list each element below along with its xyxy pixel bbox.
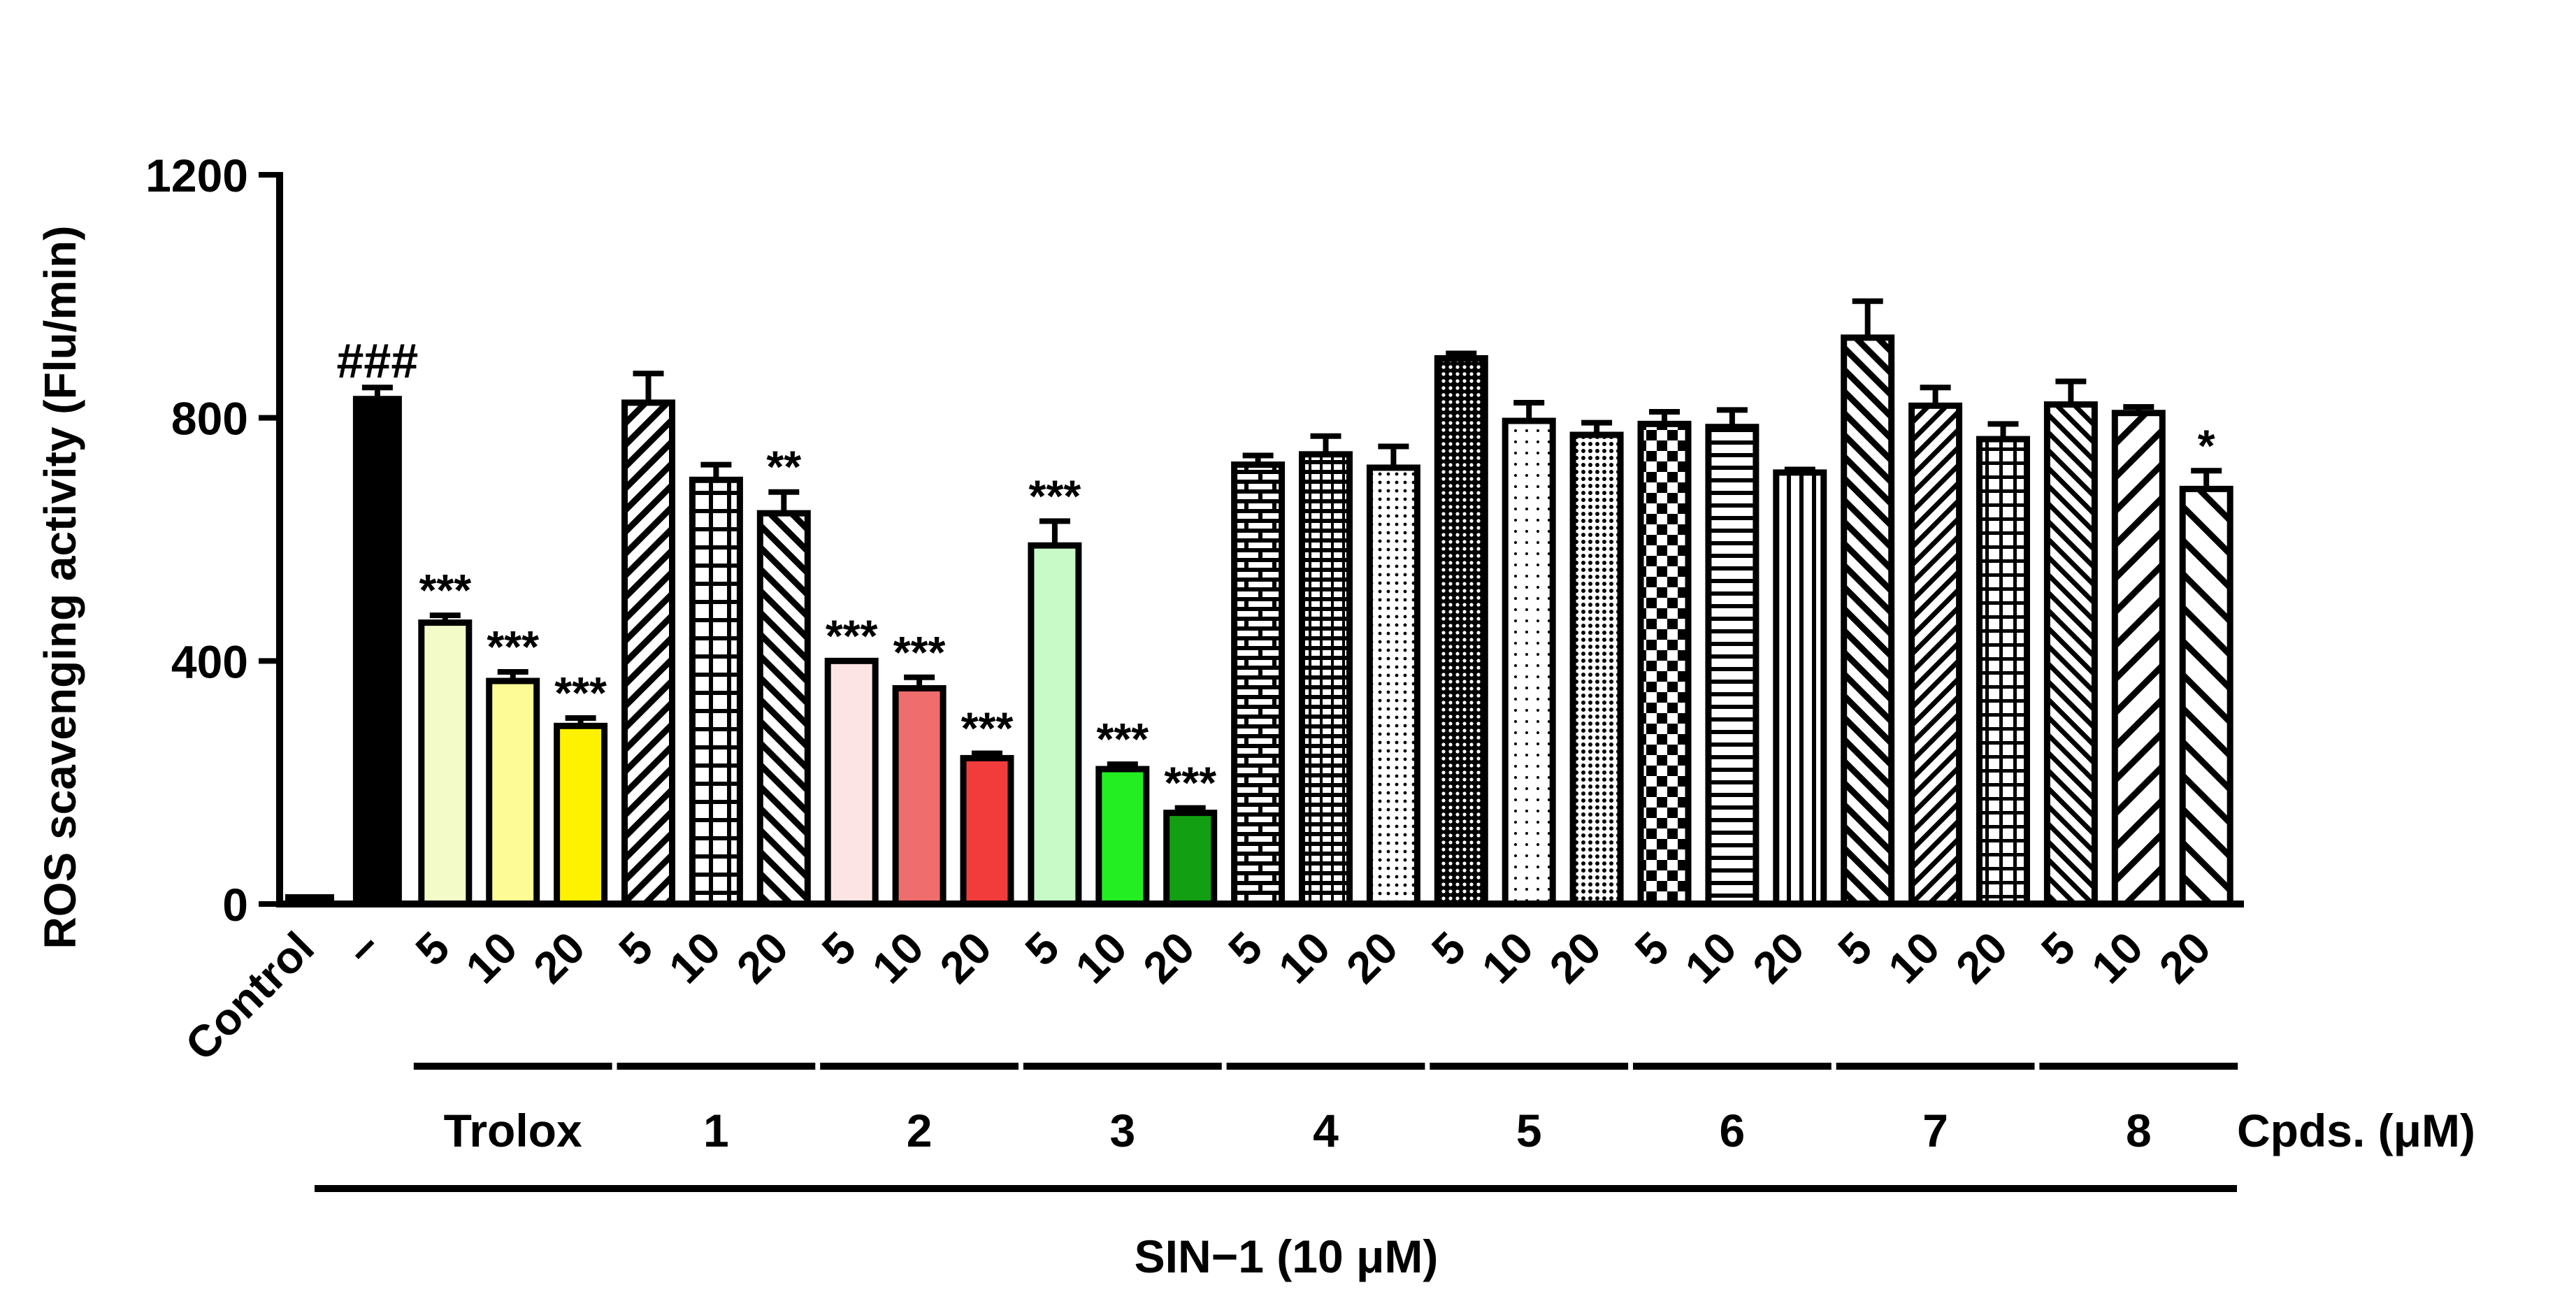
x-tick-label: 5 xyxy=(609,922,662,975)
x-tick-label: Control xyxy=(175,922,324,1070)
significance-label: *** xyxy=(893,627,946,677)
bar xyxy=(2043,401,2098,907)
x-tick-label: 5 xyxy=(1625,922,1678,975)
x-tick-label: 20 xyxy=(1743,922,1813,993)
significance-label: *** xyxy=(1164,758,1216,808)
bar xyxy=(1231,461,1286,907)
group-label: 1 xyxy=(703,1105,729,1156)
y-tick-label: 0 xyxy=(222,879,248,931)
y-tick-label: 800 xyxy=(171,393,248,445)
bar xyxy=(486,677,540,907)
bar xyxy=(1841,334,1895,907)
bar xyxy=(2111,410,2166,907)
bar xyxy=(1095,766,1150,907)
group-label: 8 xyxy=(2126,1105,2152,1156)
significance-label: *** xyxy=(554,668,607,718)
bar xyxy=(1705,424,1760,907)
y-tick-label: 400 xyxy=(171,636,248,687)
axes-layer xyxy=(276,172,2244,907)
treatment-label: SIN−1 (10 μM) xyxy=(1135,1231,1439,1282)
bar xyxy=(1773,469,1827,907)
x-tick-label: 10 xyxy=(659,922,730,993)
x-tick-label: 20 xyxy=(1946,922,2017,993)
bar xyxy=(960,754,1014,907)
significance-label: ** xyxy=(766,442,801,492)
group-label: 5 xyxy=(1516,1105,1542,1156)
x-tick-label: 10 xyxy=(1878,922,1949,993)
bar xyxy=(1366,464,1420,907)
x-tick-label: 5 xyxy=(812,922,865,975)
y-axis-title: ROS scavenging activity (Flu/min) xyxy=(35,226,85,949)
x-tick-label: 10 xyxy=(1065,922,1136,993)
x-tick-label: 20 xyxy=(2150,922,2220,993)
group-label: 4 xyxy=(1313,1105,1339,1156)
bar xyxy=(1976,436,2030,907)
compound-axis-label: Cpds. (μM) xyxy=(2237,1105,2475,1156)
x-tick-label: 5 xyxy=(2031,922,2085,975)
x-tick-label: 20 xyxy=(930,922,1001,993)
bar xyxy=(418,619,473,907)
x-tick-label: 10 xyxy=(1269,922,1339,993)
x-tick-label: 10 xyxy=(1472,922,1543,993)
significance-label: *** xyxy=(961,703,1014,753)
group-labels: Trolox 1 2 3 4 5 6 7 8 xyxy=(413,1063,2238,1156)
x-tick-label: 20 xyxy=(1133,922,1204,993)
significance-label: * xyxy=(2198,420,2215,471)
bar xyxy=(1434,354,1488,907)
bar xyxy=(2179,485,2233,907)
bar xyxy=(1299,451,1353,907)
bar xyxy=(352,396,402,905)
x-tick-label: 5 xyxy=(1829,922,1882,975)
bar xyxy=(1569,431,1624,907)
bar xyxy=(1502,417,1556,907)
x-tick-label: 20 xyxy=(727,922,798,993)
group-label: 2 xyxy=(907,1105,933,1156)
x-tick-label: 10 xyxy=(456,922,526,993)
bar xyxy=(621,399,675,907)
bar xyxy=(1028,542,1082,907)
bar xyxy=(756,510,811,907)
group-label: 6 xyxy=(1720,1105,1746,1156)
bar xyxy=(1908,402,1963,907)
bar xyxy=(824,657,879,907)
group-label: 7 xyxy=(1922,1105,1948,1156)
x-tick-label: − xyxy=(337,922,391,976)
x-tick-label: 5 xyxy=(1016,922,1069,975)
x-tick-label: 20 xyxy=(1337,922,1407,993)
x-tick-label: 20 xyxy=(1540,922,1611,993)
group-label: 3 xyxy=(1109,1105,1135,1156)
group-label: Trolox xyxy=(444,1105,582,1156)
x-tick-label: 5 xyxy=(1422,922,1475,975)
x-tick-label: 20 xyxy=(524,922,594,993)
x-tick-label: 5 xyxy=(406,922,459,975)
y-tick-label: 1200 xyxy=(145,150,248,201)
bars-layer: ###************** **************** xyxy=(285,298,2233,907)
bar xyxy=(689,476,743,907)
x-tick-label: 10 xyxy=(1676,922,1746,993)
bar xyxy=(892,684,947,907)
significance-label: ### xyxy=(337,333,419,388)
significance-label: *** xyxy=(1029,471,1081,521)
y-ticks: 0 400 800 1200 xyxy=(145,150,280,931)
significance-label: *** xyxy=(826,610,878,661)
bar xyxy=(1637,420,1692,907)
bar xyxy=(554,722,608,907)
bar xyxy=(1163,810,1218,907)
significance-label: *** xyxy=(1096,714,1149,764)
significance-label: *** xyxy=(487,622,539,672)
x-tick-label: 5 xyxy=(1218,922,1272,975)
significance-label: *** xyxy=(419,565,471,615)
x-tick-label: 10 xyxy=(2082,922,2152,993)
x-tick-label: 10 xyxy=(863,922,933,993)
